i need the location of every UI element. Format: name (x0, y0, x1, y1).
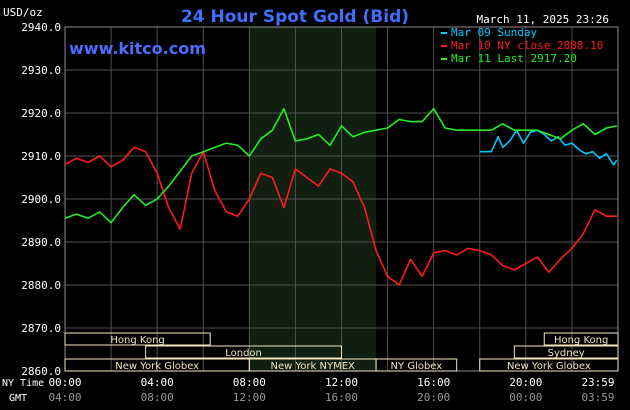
ny-time-axis-label: NY Time (2, 378, 44, 389)
gmt-tick-label: 00:00 (509, 391, 542, 404)
session-box (375, 358, 458, 372)
ny-time-tick-label: 04:00 (141, 376, 174, 389)
legend-swatch (441, 58, 447, 60)
y-tick-label: 2860.0 (21, 365, 61, 378)
site-link[interactable]: www.kitco.com (69, 39, 206, 58)
ny-time-tick-label: 12:00 (325, 376, 358, 389)
gmt-tick-label: 12:00 (233, 391, 266, 404)
y-tick-label: 2940.0 (21, 21, 61, 34)
legend-swatch (441, 45, 447, 47)
session-label: Sydney (548, 348, 585, 359)
y-tick-label: 2930.0 (21, 64, 61, 77)
series-line-1 (64, 146, 617, 286)
unit-label: USD/oz (3, 6, 43, 19)
session-label: NY Globex (391, 361, 443, 372)
session-box (479, 358, 619, 372)
y-tick-label: 2890.0 (21, 236, 61, 249)
plot-area (64, 26, 619, 372)
y-tick-label: 2880.0 (21, 279, 61, 292)
legend-label: Mar 09 Sunday (451, 26, 537, 39)
session-label: Hong Kong (554, 335, 608, 346)
gmt-axis-label: GMT (9, 393, 27, 404)
axes: 2940.0 2930.0 2920.0 2910.0 2900.0 2890.0 2880… (2, 21, 615, 404)
session-box (543, 332, 619, 346)
gmt-tick-label: 08:00 (141, 391, 174, 404)
session-box (145, 345, 342, 359)
legend-label: Mar 11 Last 2917.20 (451, 52, 577, 65)
session-label: New York Globex (115, 361, 199, 372)
y-tick-label: 2920.0 (21, 107, 61, 120)
gmt-tick-label: 20:00 (417, 391, 450, 404)
session-label: New York Globex (507, 361, 591, 372)
ny-time-tick-label: 20:00 (509, 376, 542, 389)
ny-time-tick-label: 08:00 (233, 376, 266, 389)
price-series (64, 107, 618, 286)
ny-time-tick-label: 23:59 (581, 376, 614, 389)
legend-label: Mar 10 NY close 2888.10 (451, 39, 603, 52)
trading-sessions: Hong Kong Hong Kong London Sydney New York G… (64, 332, 619, 372)
session-label: New York NYMEX (271, 361, 356, 372)
series-line-0 (479, 129, 618, 166)
chart-datetime: March 11, 2025 23:26 (477, 13, 609, 26)
session-label: Hong Kong (110, 335, 164, 346)
gmt-tick-label: 04:00 (48, 391, 81, 404)
chart-title: 24 Hour Spot Gold (Bid) (181, 7, 409, 27)
y-tick-label: 2900.0 (21, 193, 61, 206)
session-label: London (225, 348, 262, 359)
gmt-tick-label: 16:00 (325, 391, 358, 404)
gmt-tick-label: 03:59 (581, 391, 614, 404)
ny-time-tick-label: 16:00 (417, 376, 450, 389)
session-box (64, 332, 211, 346)
y-tick-label: 2870.0 (21, 322, 61, 335)
series-line-2 (64, 107, 617, 224)
session-box (513, 345, 619, 359)
ny-time-tick-label: 00:00 (48, 376, 81, 389)
y-tick-label: 2910.0 (21, 150, 61, 163)
legend-swatch (441, 32, 447, 34)
